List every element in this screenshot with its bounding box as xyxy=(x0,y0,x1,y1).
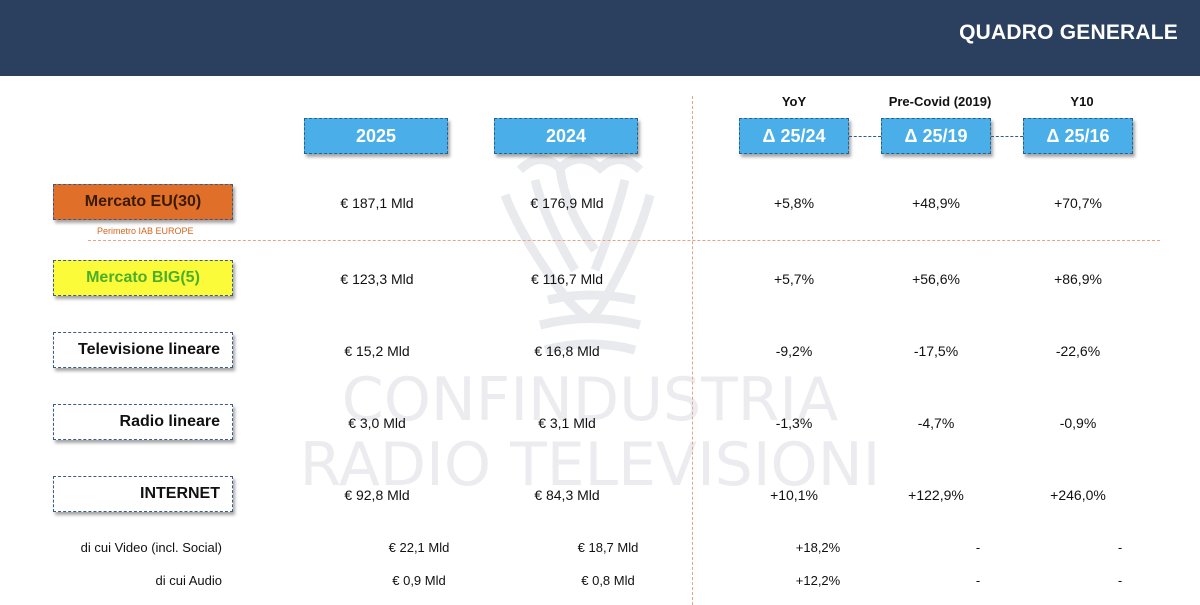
cell-2024: € 16,8 Mld xyxy=(534,343,600,359)
subcell-precovid: - xyxy=(975,540,981,555)
cell-y10: +246,0% xyxy=(1050,487,1106,503)
label-y10: Y10 xyxy=(1070,94,1094,109)
row-label-televisione: Televisione lineare xyxy=(53,332,233,368)
eagle-logo-watermark xyxy=(500,154,655,355)
header-box-delta-25-19: Δ 25/19 xyxy=(881,118,991,154)
cell-2024: € 116,7 Mld xyxy=(530,271,604,287)
cell-2024: € 3,1 Mld xyxy=(538,415,596,431)
cell-2025: € 3,0 Mld xyxy=(348,415,406,431)
header-box-2024: 2024 xyxy=(494,118,638,154)
subcell-2025: € 22,1 Mld xyxy=(388,540,450,555)
subcell-precovid: - xyxy=(975,573,981,588)
vertical-divider xyxy=(692,96,693,605)
cell-y10: -22,6% xyxy=(1055,343,1101,359)
cell-2025: € 123,3 Mld xyxy=(340,271,414,287)
subcell-yoy: +18,2% xyxy=(795,540,841,555)
note-perimetro: Perimetro IAB EUROPE xyxy=(97,226,194,236)
cell-y10: +86,9% xyxy=(1054,271,1102,287)
cell-yoy: -9,2% xyxy=(775,343,813,359)
subcell-2024: € 18,7 Mld xyxy=(577,540,639,555)
header-box-delta-25-16: Δ 25/16 xyxy=(1023,118,1133,154)
subrow-label-audio: di cui Audio xyxy=(155,573,223,588)
cell-2024: € 176,9 Mld xyxy=(530,195,604,211)
cell-yoy: +5,8% xyxy=(773,195,815,211)
subrow-label-video: di cui Video (incl. Social) xyxy=(80,540,222,555)
connector-line xyxy=(849,136,881,137)
cell-2024: € 84,3 Mld xyxy=(534,487,600,503)
subcell-y10: - xyxy=(1117,573,1123,588)
subcell-2025: € 0,9 Mld xyxy=(392,573,446,588)
label-yoy: YoY xyxy=(781,94,807,109)
cell-y10: -0,9% xyxy=(1059,415,1097,431)
label-precovid: Pre-Covid (2019) xyxy=(888,94,992,109)
cell-2025: € 15,2 Mld xyxy=(344,343,410,359)
header-box-2025: 2025 xyxy=(304,118,448,154)
page-title: QUADRO GENERALE xyxy=(959,21,1178,44)
cell-2025: € 92,8 Mld xyxy=(344,487,410,503)
cell-yoy: +10,1% xyxy=(770,487,818,503)
cell-precovid: +48,9% xyxy=(912,195,960,211)
horizontal-divider xyxy=(88,240,1160,241)
cell-y10: +70,7% xyxy=(1054,195,1102,211)
cell-yoy: +5,7% xyxy=(773,271,815,287)
row-label-radio: Radio lineare xyxy=(53,404,233,440)
title-bar: QUADRO GENERALE xyxy=(0,0,1200,76)
cell-yoy: -1,3% xyxy=(775,415,813,431)
cell-2025: € 187,1 Mld xyxy=(340,195,414,211)
cell-precovid: +122,9% xyxy=(908,487,964,503)
connector-line xyxy=(991,136,1023,137)
cell-precovid: +56,6% xyxy=(912,271,960,287)
subcell-2024: € 0,8 Mld xyxy=(581,573,635,588)
cell-precovid: -17,5% xyxy=(913,343,959,359)
subcell-y10: - xyxy=(1117,540,1123,555)
row-label-mercato-eu: Mercato EU(30) xyxy=(53,184,233,220)
subcell-yoy: +12,2% xyxy=(795,573,841,588)
row-label-mercato-big5: Mercato BIG(5) xyxy=(53,260,233,296)
cell-precovid: -4,7% xyxy=(917,415,955,431)
header-box-delta-25-24: Δ 25/24 xyxy=(739,118,849,154)
row-label-internet: INTERNET xyxy=(53,476,233,512)
